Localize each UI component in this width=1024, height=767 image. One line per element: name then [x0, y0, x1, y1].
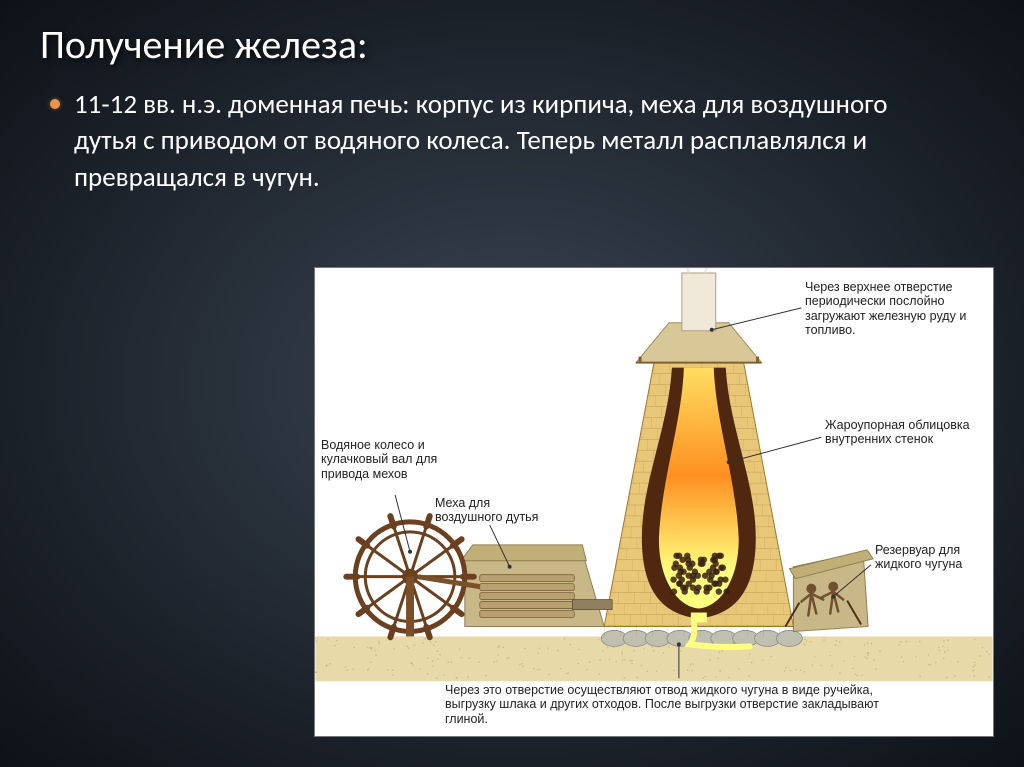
bullet-item: 11-12 вв. н.э. доменная печь: корпус из … — [50, 87, 954, 196]
label-bottom-outlet: Через это отверстие осуществляют отвод ж… — [445, 683, 915, 726]
label-top-opening: Через верхнее отверстие периодически пос… — [805, 280, 985, 338]
furnace-svg — [315, 268, 993, 736]
label-lining: Жароупорная облицовка внутренних стенок — [825, 418, 985, 447]
label-bellows: Меха для воздушного дутья — [435, 496, 555, 525]
label-water-wheel: Водяное колесо и кулачковый вал для прив… — [321, 438, 441, 481]
slide-title: Получение железа: — [40, 20, 994, 69]
label-reservoir: Резервуар для жидкого чугуна — [875, 543, 985, 572]
furnace-diagram: Через верхнее отверстие периодически пос… — [314, 267, 994, 737]
bullet-text: 11-12 вв. н.э. доменная печь: корпус из … — [74, 87, 954, 196]
bullet-dot-icon — [50, 99, 60, 109]
